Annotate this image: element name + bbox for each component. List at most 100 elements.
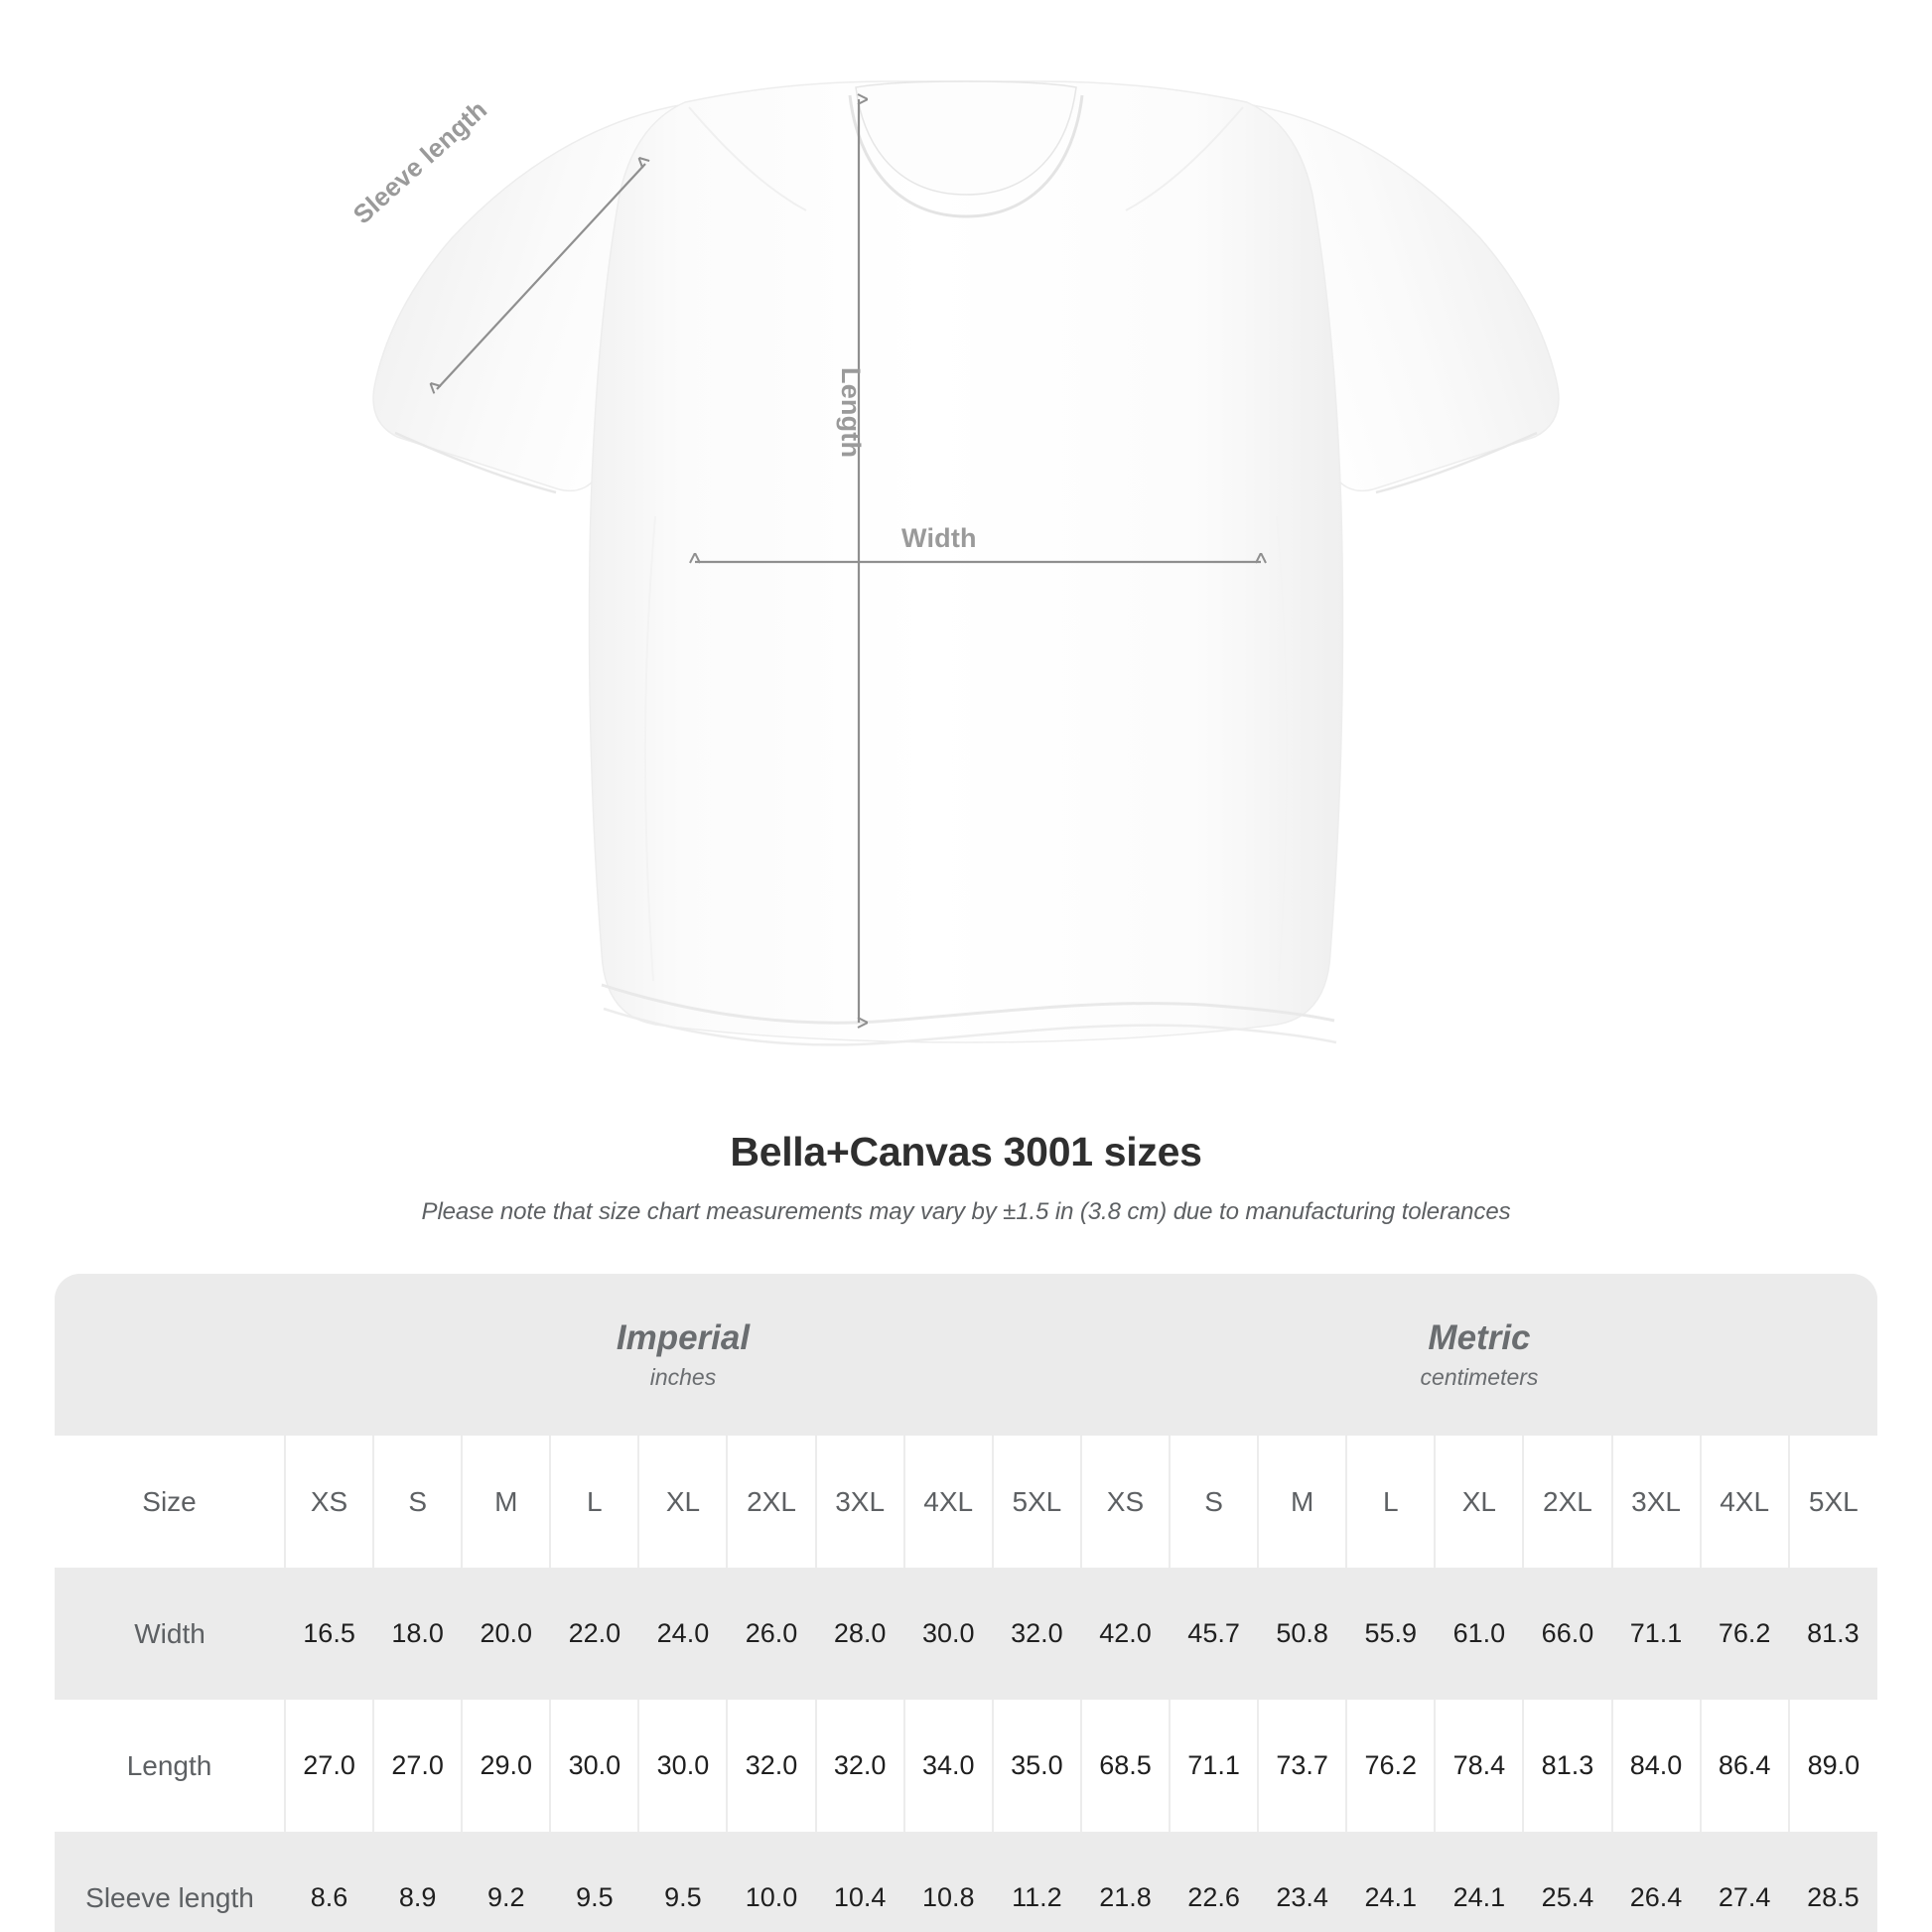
cell-sleeve-imperial-l: 9.5 xyxy=(550,1832,639,1932)
size-header-metric-l: L xyxy=(1345,1436,1436,1568)
size-header-imperial-xl: XL xyxy=(637,1436,728,1568)
cell-length-metric-m: 73.7 xyxy=(1257,1700,1347,1832)
cell-sleeve-metric-s: 22.6 xyxy=(1170,1832,1259,1932)
size-header-metric-4xl: 4XL xyxy=(1699,1436,1789,1568)
cell-length-metric-xs: 68.5 xyxy=(1079,1700,1171,1832)
unit-group-metric-sub: centimeters xyxy=(1420,1364,1539,1391)
page-title: Bella+Canvas 3001 sizes xyxy=(730,1129,1202,1174)
cell-sleeve-metric-4xl: 27.4 xyxy=(1700,1832,1789,1932)
cell-length-imperial-5xl: 35.0 xyxy=(991,1700,1081,1832)
cell-sleeve-imperial-5xl: 11.2 xyxy=(992,1832,1081,1932)
size-table: Imperial inches Metric centimeters Size … xyxy=(55,1274,1877,1932)
cell-sleeve-metric-xs: 21.8 xyxy=(1080,1832,1171,1932)
cell-width-imperial-s: 18.0 xyxy=(373,1568,463,1700)
cell-sleeve-metric-xl: 24.1 xyxy=(1435,1832,1524,1932)
cell-sleeve-imperial-xs: 8.6 xyxy=(285,1832,374,1932)
cell-length-metric-3xl: 84.0 xyxy=(1610,1700,1701,1832)
cell-width-metric-xl: 61.0 xyxy=(1435,1568,1524,1700)
cell-length-imperial-2xl: 32.0 xyxy=(726,1700,816,1832)
cell-width-imperial-5xl: 32.0 xyxy=(992,1568,1081,1700)
cell-width-imperial-3xl: 28.0 xyxy=(815,1568,904,1700)
row-label-sleeve-length: Sleeve length xyxy=(55,1832,286,1932)
cell-length-metric-5xl: 89.0 xyxy=(1787,1700,1877,1832)
size-header-imperial-l: L xyxy=(549,1436,639,1568)
unit-header-row: Imperial inches Metric centimeters xyxy=(55,1274,1877,1436)
size-header-metric-s: S xyxy=(1169,1436,1259,1568)
row-label-length: Length xyxy=(55,1700,286,1832)
size-header-imperial-m: M xyxy=(461,1436,551,1568)
cell-length-imperial-3xl: 32.0 xyxy=(814,1700,904,1832)
cell-length-imperial-m: 29.0 xyxy=(461,1700,551,1832)
cell-sleeve-metric-m: 23.4 xyxy=(1258,1832,1347,1932)
size-header-imperial-2xl: 2XL xyxy=(726,1436,816,1568)
unit-group-imperial-sub: inches xyxy=(649,1364,717,1391)
size-header-imperial-4xl: 4XL xyxy=(902,1436,993,1568)
table-row: Width 16.5 18.0 20.0 22.0 24.0 26.0 28.0… xyxy=(55,1568,1877,1700)
cell-sleeve-metric-l: 24.1 xyxy=(1346,1832,1436,1932)
cell-sleeve-imperial-s: 8.9 xyxy=(373,1832,463,1932)
cell-sleeve-metric-3xl: 26.4 xyxy=(1611,1832,1701,1932)
cell-sleeve-metric-2xl: 25.4 xyxy=(1523,1832,1612,1932)
cell-width-imperial-2xl: 26.0 xyxy=(727,1568,816,1700)
size-header-row: Size XS S M L XL 2XL 3XL 4XL 5XL XS S M … xyxy=(55,1436,1877,1568)
cell-sleeve-imperial-2xl: 10.0 xyxy=(727,1832,816,1932)
cell-sleeve-imperial-4xl: 10.8 xyxy=(903,1832,993,1932)
cell-length-imperial-s: 27.0 xyxy=(372,1700,463,1832)
width-label: Width xyxy=(901,523,977,553)
size-table-container: Imperial inches Metric centimeters Size … xyxy=(55,1274,1877,1932)
measurement-arrows xyxy=(437,99,1261,1023)
cell-width-metric-2xl: 66.0 xyxy=(1523,1568,1612,1700)
cell-length-metric-xl: 78.4 xyxy=(1434,1700,1524,1832)
cell-width-imperial-xl: 24.0 xyxy=(638,1568,728,1700)
tshirt-diagram-svg xyxy=(372,80,1560,1046)
size-header-metric-3xl: 3XL xyxy=(1610,1436,1701,1568)
cell-length-metric-s: 71.1 xyxy=(1169,1700,1259,1832)
size-header-metric-xl: XL xyxy=(1434,1436,1524,1568)
cell-width-metric-s: 45.7 xyxy=(1170,1568,1259,1700)
cell-width-imperial-4xl: 30.0 xyxy=(903,1568,993,1700)
cell-width-metric-4xl: 76.2 xyxy=(1700,1568,1789,1700)
unit-header-spacer xyxy=(55,1274,286,1436)
cell-width-metric-5xl: 81.3 xyxy=(1788,1568,1877,1700)
table-row: Sleeve length 8.6 8.9 9.2 9.5 9.5 10.0 1… xyxy=(55,1832,1877,1932)
sleeve-length-arrow xyxy=(437,164,645,389)
cell-length-metric-4xl: 86.4 xyxy=(1699,1700,1789,1832)
unit-group-metric-name: Metric xyxy=(1428,1317,1531,1357)
size-header-metric-2xl: 2XL xyxy=(1522,1436,1612,1568)
cell-width-imperial-l: 22.0 xyxy=(550,1568,639,1700)
size-header-metric-m: M xyxy=(1257,1436,1347,1568)
tshirt-shape xyxy=(372,80,1560,1046)
cell-length-imperial-4xl: 34.0 xyxy=(902,1700,993,1832)
length-label: Length xyxy=(836,367,866,459)
cell-sleeve-metric-5xl: 28.5 xyxy=(1788,1832,1877,1932)
row-label-width: Width xyxy=(55,1568,286,1700)
size-header-imperial-3xl: 3XL xyxy=(814,1436,904,1568)
cell-length-metric-l: 76.2 xyxy=(1345,1700,1436,1832)
cell-length-imperial-l: 30.0 xyxy=(549,1700,639,1832)
unit-group-metric: Metric centimeters xyxy=(1080,1274,1877,1436)
cell-sleeve-imperial-xl: 9.5 xyxy=(638,1832,728,1932)
cell-length-imperial-xl: 30.0 xyxy=(637,1700,728,1832)
size-header-metric-5xl: 5XL xyxy=(1787,1436,1877,1568)
cell-length-imperial-xs: 27.0 xyxy=(284,1700,374,1832)
cell-width-metric-l: 55.9 xyxy=(1346,1568,1436,1700)
cell-width-imperial-m: 20.0 xyxy=(462,1568,551,1700)
size-header-label: Size xyxy=(55,1436,286,1568)
garment-illustration: Sleeve length Length Width xyxy=(347,80,1560,1046)
page-subtitle: Please note that size chart measurements… xyxy=(421,1198,1511,1226)
size-header-imperial-xs: XS xyxy=(284,1436,374,1568)
title-block: Bella+Canvas 3001 sizes Please note that… xyxy=(0,1128,1932,1226)
cell-width-metric-3xl: 71.1 xyxy=(1611,1568,1701,1700)
cell-width-metric-m: 50.8 xyxy=(1258,1568,1347,1700)
size-header-imperial-5xl: 5XL xyxy=(991,1436,1081,1568)
cell-width-metric-xs: 42.0 xyxy=(1080,1568,1171,1700)
cell-sleeve-imperial-m: 9.2 xyxy=(462,1832,551,1932)
unit-group-imperial: Imperial inches xyxy=(285,1274,1081,1436)
unit-group-imperial-name: Imperial xyxy=(616,1317,751,1357)
cell-width-imperial-xs: 16.5 xyxy=(285,1568,374,1700)
cell-sleeve-imperial-3xl: 10.4 xyxy=(815,1832,904,1932)
size-header-imperial-s: S xyxy=(372,1436,463,1568)
size-header-metric-xs: XS xyxy=(1079,1436,1171,1568)
cell-length-metric-2xl: 81.3 xyxy=(1522,1700,1612,1832)
